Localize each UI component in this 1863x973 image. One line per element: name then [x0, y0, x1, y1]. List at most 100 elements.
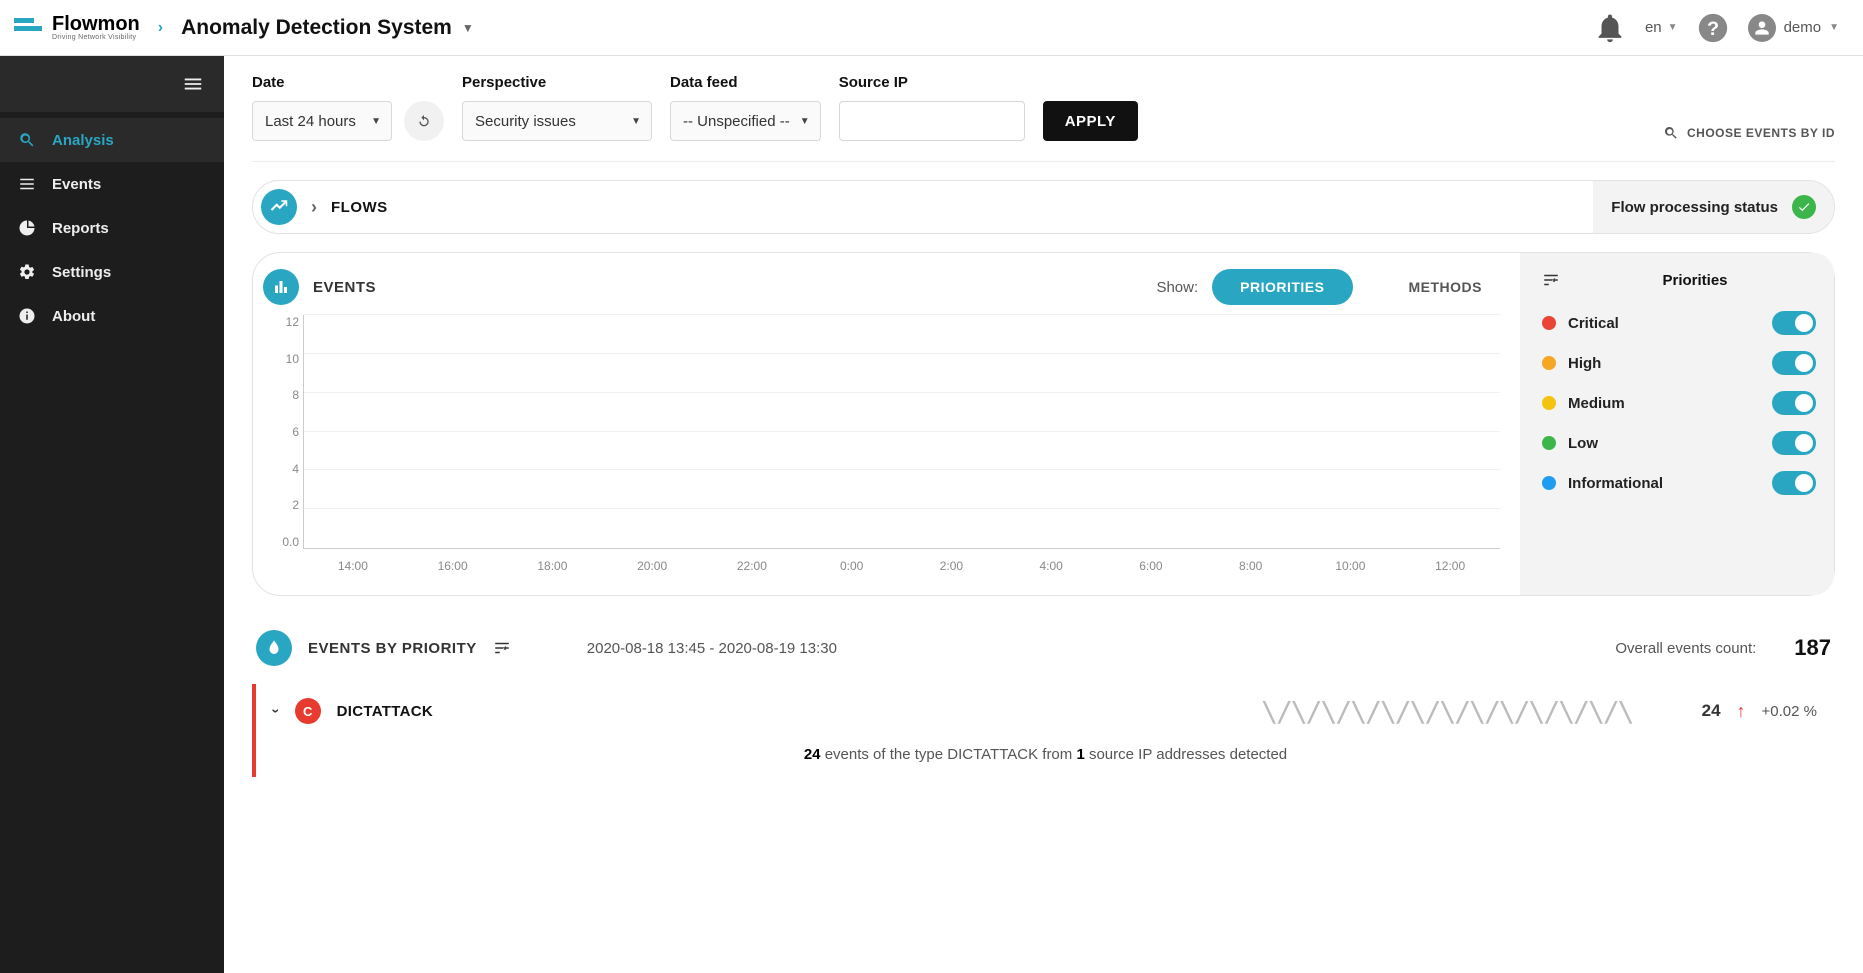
dropdown-icon: ▼ [462, 21, 474, 35]
dropdown-icon: ▼ [800, 116, 810, 127]
priority-label: Low [1568, 435, 1760, 452]
user-menu[interactable]: demo ▼ [1748, 14, 1839, 42]
sourceip-filter: Source IP [839, 74, 1025, 141]
datafeed-value: -- Unspecified -- [683, 113, 790, 130]
topbar: Flowmon Driving Network Visibility › Ano… [0, 0, 1863, 56]
sidebar-item-reports[interactable]: Reports [0, 206, 224, 250]
flows-card[interactable]: › FLOWS Flow processing status [252, 180, 1835, 234]
sidebar-item-label: Reports [52, 220, 109, 237]
priority-toggle[interactable] [1772, 471, 1816, 495]
analysis-icon [18, 131, 36, 149]
datafeed-label: Data feed [670, 74, 821, 91]
priority-dot-icon [1542, 436, 1556, 450]
filters-row: Date Last 24 hours ▼ Perspective Security… [252, 74, 1835, 162]
events-chart: 121086420.0 14:0016:0018:0020:0022:000:0… [263, 311, 1520, 585]
ebp-title: EVENTS BY PRIORITY [308, 640, 477, 657]
breadcrumb-chevron-icon: › [158, 19, 163, 37]
flows-status-label: Flow processing status [1611, 199, 1778, 216]
logo-text: Flowmon Driving Network Visibility [52, 14, 140, 41]
perspective-label: Perspective [462, 74, 652, 91]
priority-row: Low [1542, 423, 1816, 463]
events-icon [263, 269, 299, 305]
sourceip-label: Source IP [839, 74, 1025, 91]
priority-toggle[interactable] [1772, 391, 1816, 415]
user-name: demo [1784, 19, 1822, 36]
sidebar-item-label: Events [52, 176, 101, 193]
show-label: Show: [1156, 279, 1198, 296]
choose-events-label: CHOOSE EVENTS BY ID [1687, 126, 1835, 140]
refresh-icon [416, 113, 432, 129]
priority-toggle[interactable] [1772, 351, 1816, 375]
priority-toggle[interactable] [1772, 311, 1816, 335]
datafeed-filter: Data feed -- Unspecified -- ▼ [670, 74, 821, 141]
tune-icon[interactable] [1542, 271, 1560, 289]
bell-icon [1593, 11, 1627, 45]
apply-button[interactable]: APPLY [1043, 101, 1138, 141]
date-value: Last 24 hours [265, 113, 356, 130]
brand-logo[interactable]: Flowmon Driving Network Visibility [14, 14, 140, 41]
priority-label: Medium [1568, 395, 1760, 412]
settings-icon [18, 263, 36, 281]
sidebar-item-settings[interactable]: Settings [0, 250, 224, 294]
priorities-panel-header: Priorities [1542, 271, 1816, 289]
dropdown-icon: ▼ [371, 116, 381, 127]
priority-label: High [1568, 355, 1760, 372]
sidebar-item-label: Analysis [52, 132, 114, 149]
app-title: Anomaly Detection System [181, 16, 452, 40]
chevron-right-icon: › [311, 197, 317, 218]
events-left-pane: EVENTS Show: PRIORITIES METHODS 12108642… [263, 263, 1520, 585]
app-selector[interactable]: Anomaly Detection System ▼ [181, 16, 474, 40]
priority-label: Informational [1568, 475, 1760, 492]
ebp-range: 2020-08-18 13:45 - 2020-08-19 13:30 [587, 640, 837, 657]
priorities-panel-title: Priorities [1574, 272, 1816, 289]
sidebar-item-about[interactable]: About [0, 294, 224, 338]
flows-status: Flow processing status [1593, 181, 1834, 233]
event-type-name: DICTATTACK [337, 703, 433, 720]
events-tab-group: PRIORITIES METHODS [1212, 269, 1510, 305]
sourceip-input[interactable] [839, 101, 1025, 141]
events-icon [18, 175, 36, 193]
tune-icon[interactable] [493, 639, 511, 657]
date-select[interactable]: Last 24 hours ▼ [252, 101, 392, 141]
refresh-button[interactable] [404, 101, 444, 141]
ebp-row[interactable]: ›CDICTATTACK\/\/\/\/\/\/\/\/\/\/\/\/\24↑… [252, 684, 1835, 777]
tab-methods[interactable]: METHODS [1381, 269, 1511, 305]
priority-toggle[interactable] [1772, 431, 1816, 455]
status-ok-icon [1792, 195, 1816, 219]
ebp-detail: 24 events of the type DICTATTACK from 1 … [256, 738, 1835, 777]
events-header: EVENTS Show: PRIORITIES METHODS [263, 263, 1520, 311]
sidebar-item-events[interactable]: Events [0, 162, 224, 206]
priorities-panel: Priorities Critical High Medium Low Informat… [1520, 253, 1834, 595]
date-label: Date [252, 74, 444, 91]
events-title: EVENTS [313, 279, 376, 296]
help-icon: ? [1696, 11, 1730, 45]
flows-title: FLOWS [331, 199, 388, 216]
chart-y-axis: 121086420.0 [273, 315, 299, 549]
help-button[interactable]: ? [1696, 11, 1730, 45]
priority-row: Critical [1542, 303, 1816, 343]
brand-tagline: Driving Network Visibility [52, 34, 140, 41]
datafeed-select[interactable]: -- Unspecified -- ▼ [670, 101, 821, 141]
sidebar-toggle[interactable] [0, 56, 224, 112]
sidebar-item-analysis[interactable]: Analysis [0, 118, 224, 162]
sidebar: Analysis Events Reports Settings About [0, 56, 224, 973]
chart-x-axis: 14:0016:0018:0020:0022:000:002:004:006:0… [303, 559, 1500, 573]
logo-mark-icon [14, 18, 42, 38]
menu-icon [182, 73, 204, 95]
main-content: Date Last 24 hours ▼ Perspective Security… [224, 56, 1863, 973]
chart-plot [303, 315, 1500, 549]
language-selector[interactable]: en ▼ [1645, 19, 1678, 36]
dropdown-icon: ▼ [1829, 22, 1839, 33]
notifications-button[interactable] [1593, 11, 1627, 45]
overall-value: 187 [1794, 635, 1831, 661]
events-card: EVENTS Show: PRIORITIES METHODS 12108642… [252, 252, 1835, 596]
tab-priorities[interactable]: PRIORITIES [1212, 269, 1352, 305]
perspective-filter: Perspective Security issues▼ [462, 74, 652, 141]
choose-events-by-id[interactable]: CHOOSE EVENTS BY ID [1663, 125, 1835, 141]
priority-row: Medium [1542, 383, 1816, 423]
priority-dot-icon [1542, 316, 1556, 330]
sidebar-item-label: Settings [52, 264, 111, 281]
priority-dot-icon [1542, 396, 1556, 410]
perspective-select[interactable]: Security issues▼ [462, 101, 652, 141]
priority-row: Informational [1542, 463, 1816, 503]
